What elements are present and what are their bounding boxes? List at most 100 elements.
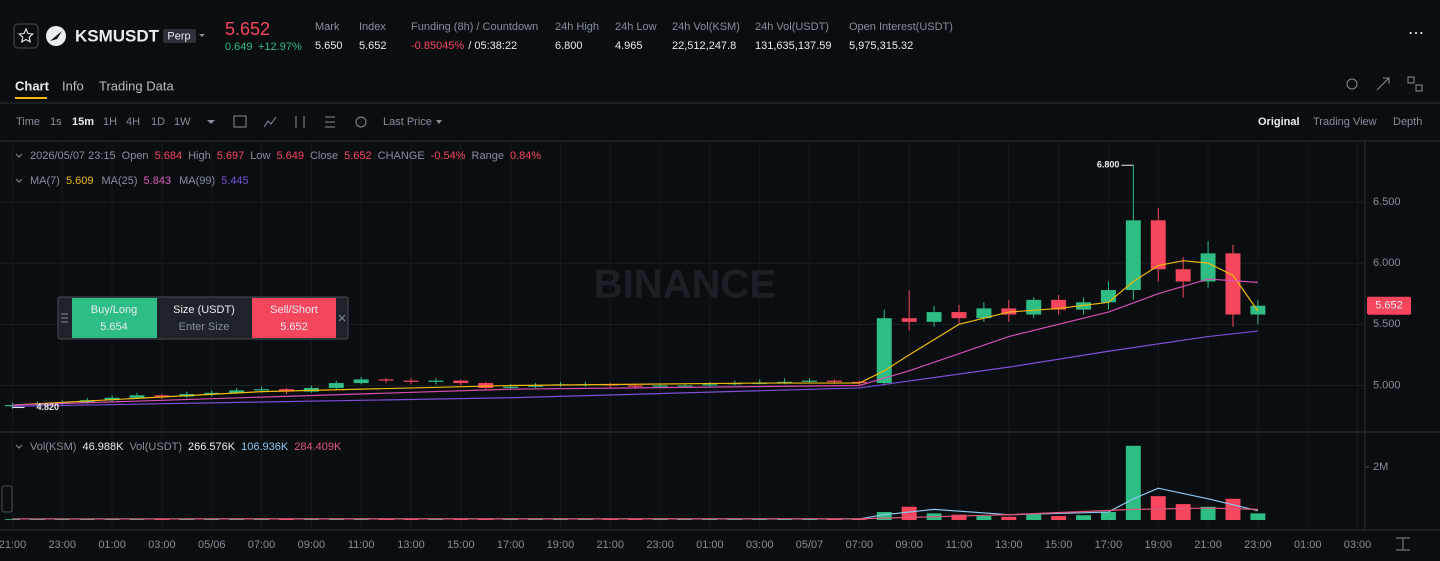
axis-scale-icon[interactable] <box>1396 537 1410 551</box>
volume-bar <box>453 519 469 520</box>
legend-value: 0.84% <box>510 150 541 162</box>
tab[interactable]: Chart <box>15 78 50 93</box>
drag-handle[interactable] <box>61 313 68 323</box>
legend-value: 5.697 <box>217 150 245 162</box>
volume-bar <box>1026 514 1042 520</box>
expand-icon[interactable] <box>1376 77 1390 91</box>
x-tick-label: 23:00 <box>49 539 77 551</box>
x-tick-label: 15:00 <box>1045 539 1073 551</box>
candle-body <box>478 383 494 388</box>
volume-bar <box>528 519 544 520</box>
volume-bar <box>677 519 693 520</box>
favorite-button[interactable] <box>13 23 39 49</box>
x-tick-label: 03:00 <box>746 539 774 551</box>
candle-body <box>976 308 992 319</box>
more-menu[interactable]: ⋯ <box>1408 25 1424 42</box>
stat-label: 24h High <box>555 21 599 33</box>
v-tick-label: 2M <box>1373 461 1388 473</box>
volume-bar <box>1250 513 1266 520</box>
volume-bar <box>378 519 394 520</box>
interval-caret[interactable] <box>207 120 215 124</box>
volume-legend: Vol(KSM) <box>30 441 76 453</box>
volume-bar <box>54 519 70 520</box>
collapse-caret[interactable] <box>15 178 23 183</box>
view-option[interactable]: Trading View <box>1313 116 1377 128</box>
stats: Mark 5.650 Index 5.652 Funding (8h) / Countd… <box>315 21 953 52</box>
interval[interactable]: Time <box>16 116 40 128</box>
collapse-caret[interactable] <box>15 153 23 158</box>
candle-body <box>1051 299 1067 310</box>
interval[interactable]: 15m <box>72 116 94 128</box>
ma-value: 5.445 <box>221 175 249 187</box>
x-tick-label: 03:00 <box>148 539 176 551</box>
close-icon[interactable] <box>338 314 346 322</box>
volume-bar <box>1150 496 1166 520</box>
volume-legend: 46.988K <box>82 441 124 453</box>
price-type[interactable]: Last Price <box>383 116 432 128</box>
sell-label: Sell/Short <box>270 304 318 316</box>
stat-value: 4.965 <box>615 40 643 52</box>
volume-bar <box>652 519 668 520</box>
ma-label: MA(7) <box>30 175 60 187</box>
candle-body <box>652 385 668 387</box>
stat-value: 6.800 <box>555 40 583 52</box>
candle-body <box>1150 220 1166 270</box>
interval[interactable]: 1W <box>174 116 191 128</box>
interval[interactable]: 1s <box>50 116 62 128</box>
stat-value: 5.650 <box>315 40 343 52</box>
snapshot-icon[interactable] <box>355 116 367 128</box>
price-type-caret[interactable] <box>436 120 442 124</box>
x-tick-label: 11:00 <box>946 539 973 551</box>
x-tick-label: 09:00 <box>895 539 923 551</box>
volume-ma-line <box>12 487 1259 520</box>
candle-body <box>1001 308 1017 315</box>
legend: 2026/05/07 23:15 Open 5.684 High 5.697 Low 5.6… <box>15 150 541 453</box>
high_mark-label: 6.800 <box>1097 160 1120 170</box>
volume-bar <box>951 514 967 520</box>
ma-line <box>12 260 1259 406</box>
tab[interactable]: Trading Data <box>99 78 174 93</box>
tab[interactable]: Info <box>62 78 84 93</box>
candle-body <box>278 389 294 392</box>
volume-bar <box>204 519 220 520</box>
alert-icon[interactable] <box>1346 78 1358 90</box>
layout-icon[interactable] <box>1415 84 1423 92</box>
volume-bar <box>901 506 917 520</box>
legend-label: Range <box>472 150 504 162</box>
volume-bar <box>627 519 643 520</box>
dropdown-caret[interactable] <box>199 34 205 37</box>
buy-label: Buy/Long <box>91 304 137 316</box>
chart: BINANCE 21:00 23:00 01:00 03:00 05/06 07:00 09:… <box>0 142 1440 551</box>
change-abs: 0.649 <box>225 41 253 53</box>
side-toggle[interactable] <box>1 485 13 513</box>
volume-bar <box>876 512 892 520</box>
tool-icons <box>233 115 367 128</box>
change-pct: +12.97% <box>258 41 302 53</box>
volume-bar <box>727 519 743 520</box>
view-option[interactable]: Original <box>1258 116 1300 128</box>
collapse-caret[interactable] <box>15 444 23 449</box>
interval[interactable]: 1D <box>151 116 165 128</box>
interval[interactable]: 1H <box>103 116 117 128</box>
settings-icon[interactable] <box>325 116 335 128</box>
interval[interactable]: 4H <box>126 116 140 128</box>
calendar-icon[interactable] <box>233 115 247 128</box>
candle-body <box>1175 269 1191 282</box>
buy-price: 5.654 <box>100 321 128 333</box>
legend-label: Close <box>310 150 338 162</box>
candle-body <box>353 379 369 384</box>
stat-label: 24h Vol(USDT) <box>755 21 829 33</box>
volume-bar <box>1076 515 1092 520</box>
candle-body <box>503 386 519 388</box>
x-tick-label: 19:00 <box>547 539 575 551</box>
buy-button[interactable] <box>72 298 157 338</box>
symbol[interactable]: KSMUSDT <box>75 26 160 45</box>
indicator-icon[interactable] <box>263 116 277 128</box>
layout-icon[interactable] <box>1407 76 1415 84</box>
legend-label: High <box>188 150 211 162</box>
size-input[interactable]: Enter Size <box>179 321 230 333</box>
compare-icon[interactable] <box>295 116 305 128</box>
sell-button[interactable] <box>252 298 336 338</box>
view-option[interactable]: Depth <box>1393 116 1422 128</box>
